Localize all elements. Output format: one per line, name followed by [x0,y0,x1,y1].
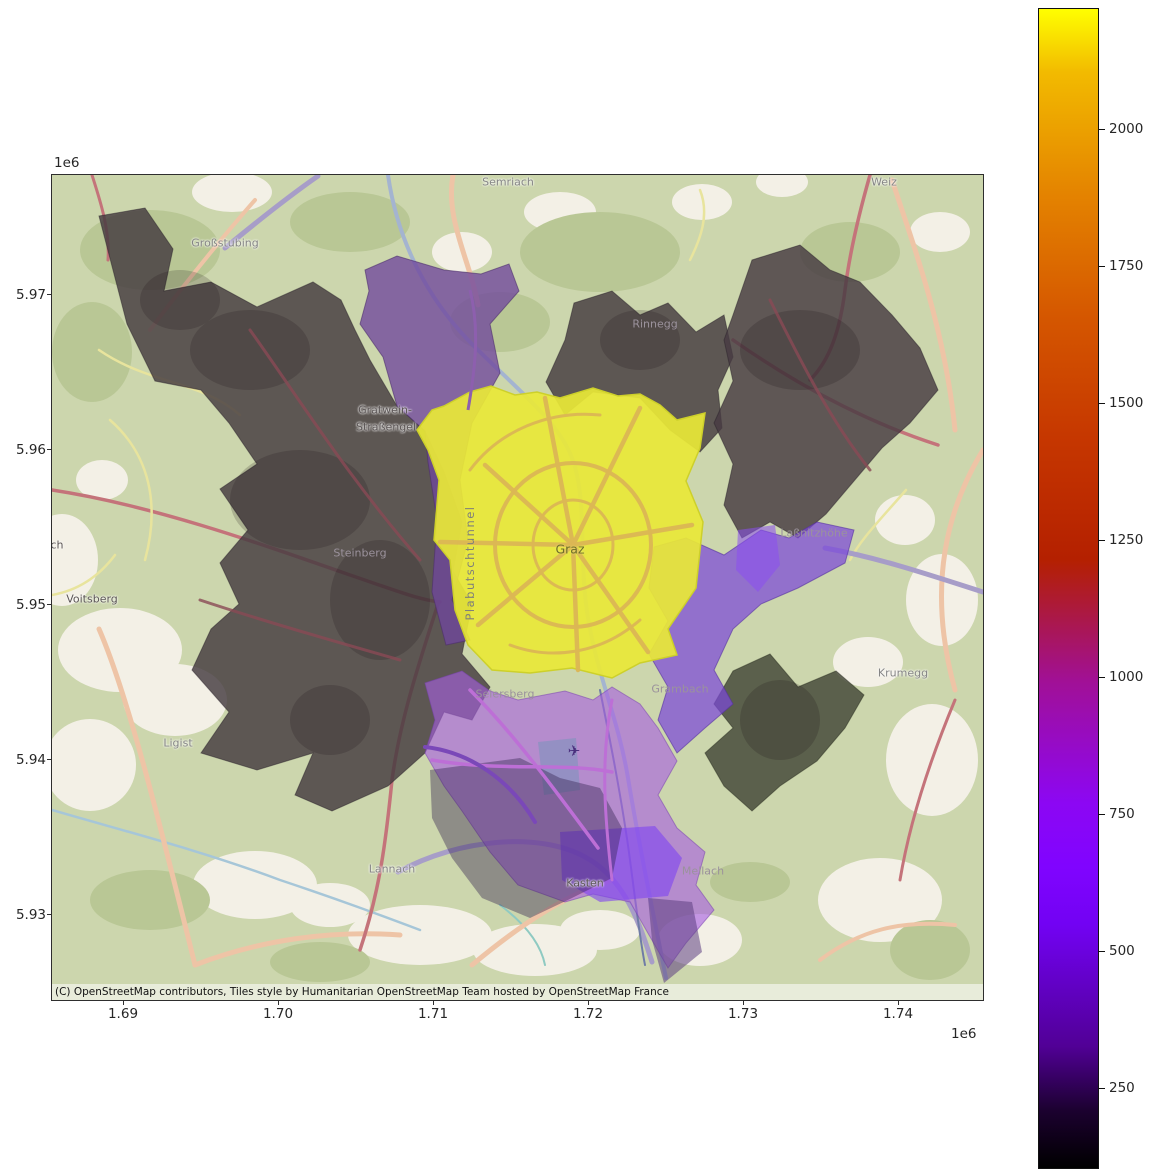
y-tickmark [47,914,52,916]
colorbar-tickmark [1099,951,1105,953]
y-tick-label: 5.93 [15,907,46,923]
colorbar-tick-label: 2000 [1109,121,1144,137]
x-tick-label: 1.71 [417,1006,449,1022]
x-tick-label: 1.70 [262,1006,294,1022]
colorbar-tick-label: 1000 [1109,669,1144,685]
colorbar-tickmark [1099,677,1105,679]
x-tickmark [433,1000,435,1005]
x-tickmark [743,1000,745,1005]
basemap-and-choropleth [52,175,983,1000]
colorbar-tick-label: 750 [1109,806,1135,822]
x-tick-label: 1.73 [727,1006,759,1022]
x-axis-offset-label: 1e6 [951,1026,977,1042]
colorbar [1038,8,1099,1169]
colorbar-tick-label: 1500 [1109,395,1144,411]
colorbar-tickmark [1099,814,1105,816]
colorbar-tick-label: 500 [1109,943,1135,959]
x-tick-label: 1.74 [882,1006,914,1022]
y-tick-label: 5.95 [15,597,46,613]
x-tickmark [123,1000,125,1005]
colorbar-tickmark [1099,129,1105,131]
y-tickmark [47,604,52,606]
y-tick-label: 5.94 [15,752,46,768]
y-tick-label: 5.96 [15,442,46,458]
osm-attribution: (C) OpenStreetMap contributors, Tiles st… [52,984,983,1000]
colorbar-tickmark [1099,266,1105,268]
x-tick-label: 1.69 [107,1006,139,1022]
x-tickmark [278,1000,280,1005]
x-tickmark [898,1000,900,1005]
x-tick-label: 1.72 [572,1006,604,1022]
y-tick-label: 5.97 [15,287,46,303]
y-tickmark [47,294,52,296]
x-tickmark [588,1000,590,1005]
map-canvas: Großstubing Semriach Weiz Rinnegg Gratwe… [52,175,983,1000]
colorbar-tickmark [1099,1088,1105,1090]
y-axis-offset-label: 1e6 [54,155,80,171]
y-tickmark [47,759,52,761]
colorbar-tick-label: 250 [1109,1080,1135,1096]
y-tickmark [47,449,52,451]
colorbar-tickmark [1099,403,1105,405]
colorbar-tickmark [1099,540,1105,542]
colorbar-tick-label: 1750 [1109,258,1144,274]
colorbar-tick-label: 1250 [1109,532,1144,548]
